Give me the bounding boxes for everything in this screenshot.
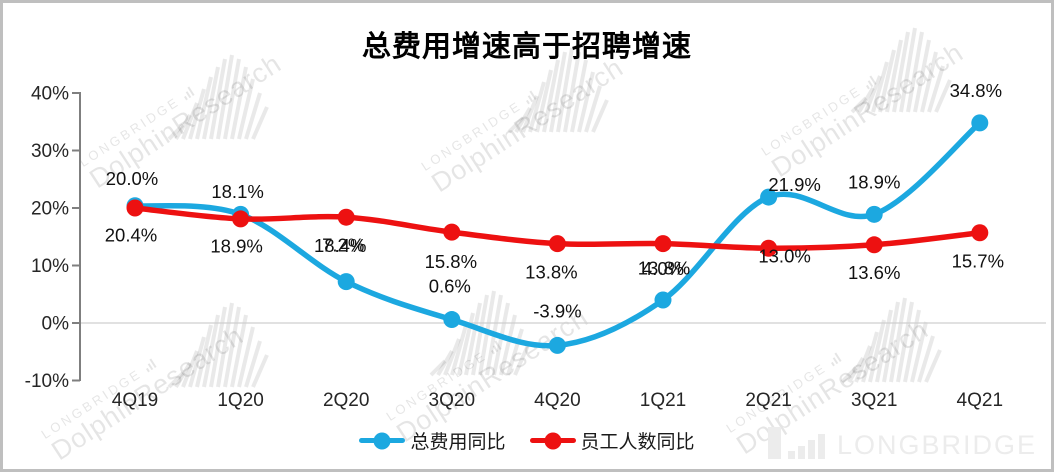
data-label-series-1: 20.0%	[106, 168, 158, 189]
legend-marker-red	[529, 432, 576, 449]
data-label-series-0: 18.9%	[210, 235, 262, 256]
data-point-series-0	[443, 311, 461, 329]
line-chart: 40% 30% 20% 10% 0% -10% 4Q19 1Q20 2Q20 3Q20 4Q20 1Q…	[25, 80, 1046, 411]
x-tick-label: 4Q21	[957, 390, 1003, 411]
data-label-series-1: 13.0%	[758, 245, 810, 266]
ascending-bars-icon	[767, 427, 825, 459]
legend-item-headcount-yoy: 员工人数同比	[529, 427, 695, 454]
legend-label-total-expense-yoy: 总费用同比	[410, 432, 506, 453]
data-label-series-0: 20.4%	[105, 225, 157, 246]
legend-marker-blue	[359, 432, 406, 449]
x-tick-label: 3Q20	[429, 390, 475, 411]
legend-dot-blue	[373, 432, 391, 449]
legend: 总费用同比 员工人数同比	[3, 427, 1051, 454]
data-point-series-0	[337, 273, 355, 291]
data-point-series-0	[548, 336, 566, 354]
x-tick-label: 2Q20	[323, 390, 369, 411]
data-point-series-1	[337, 208, 355, 226]
data-label-series-0: 21.9%	[768, 174, 820, 195]
data-point-series-1	[865, 236, 883, 254]
data-point-series-0	[971, 114, 989, 132]
data-point-series-0	[654, 291, 672, 309]
y-tick-label: 10%	[31, 256, 69, 277]
data-point-series-0	[760, 188, 778, 206]
data-point-series-0	[865, 205, 883, 223]
data-label-series-1: 18.1%	[211, 181, 263, 202]
chart-title: 总费用增速高于招聘增速	[361, 31, 692, 63]
data-point-series-1	[443, 223, 461, 241]
y-tick-label: -10%	[25, 371, 69, 392]
data-label-series-0: -3.9%	[533, 300, 581, 321]
longbridge-logo-text: LONGBRIDGE	[836, 429, 1037, 460]
data-label-series-0: 34.8%	[950, 80, 1002, 101]
data-label-series-1: 15.7%	[952, 251, 1004, 272]
data-label-series-1: 15.8%	[425, 251, 477, 272]
x-tick-label: 4Q20	[534, 390, 580, 411]
y-tick-label: 20%	[31, 199, 69, 220]
x-tick-label: 2Q21	[745, 390, 791, 411]
y-tick-label: 30%	[31, 141, 69, 162]
data-label-series-0: 18.9%	[848, 171, 900, 192]
longbridge-logo: LONGBRIDGE	[767, 427, 1037, 460]
data-label-series-0: 0.6%	[429, 276, 471, 297]
data-label-series-1: 13.8%	[638, 258, 690, 279]
data-point-series-1	[126, 199, 144, 217]
data-label-series-0: 7.2%	[322, 235, 364, 256]
data-label-series-1: 13.8%	[525, 262, 577, 283]
data-label-series-1: 18.4%	[314, 235, 366, 256]
data-point-series-1	[654, 235, 672, 253]
data-label-series-1: 13.6%	[848, 262, 900, 283]
x-tick-label: 1Q21	[640, 390, 686, 411]
x-tick-label: 3Q21	[851, 390, 897, 411]
legend-item-total-expense-yoy: 总费用同比	[359, 427, 506, 454]
legend-label-headcount-yoy: 员工人数同比	[580, 432, 695, 453]
y-tick-label: 40%	[31, 84, 69, 105]
y-tick-label: 0%	[42, 314, 70, 335]
data-point-series-1	[971, 224, 989, 242]
data-label-series-0: 4.0%	[642, 258, 684, 279]
data-point-series-1	[760, 239, 778, 257]
data-point-series-1	[548, 235, 566, 253]
x-tick-label: 1Q20	[217, 390, 263, 411]
data-point-series-1	[232, 210, 250, 228]
legend-dot-red	[544, 432, 561, 449]
x-tick-label: 4Q19	[112, 390, 158, 411]
